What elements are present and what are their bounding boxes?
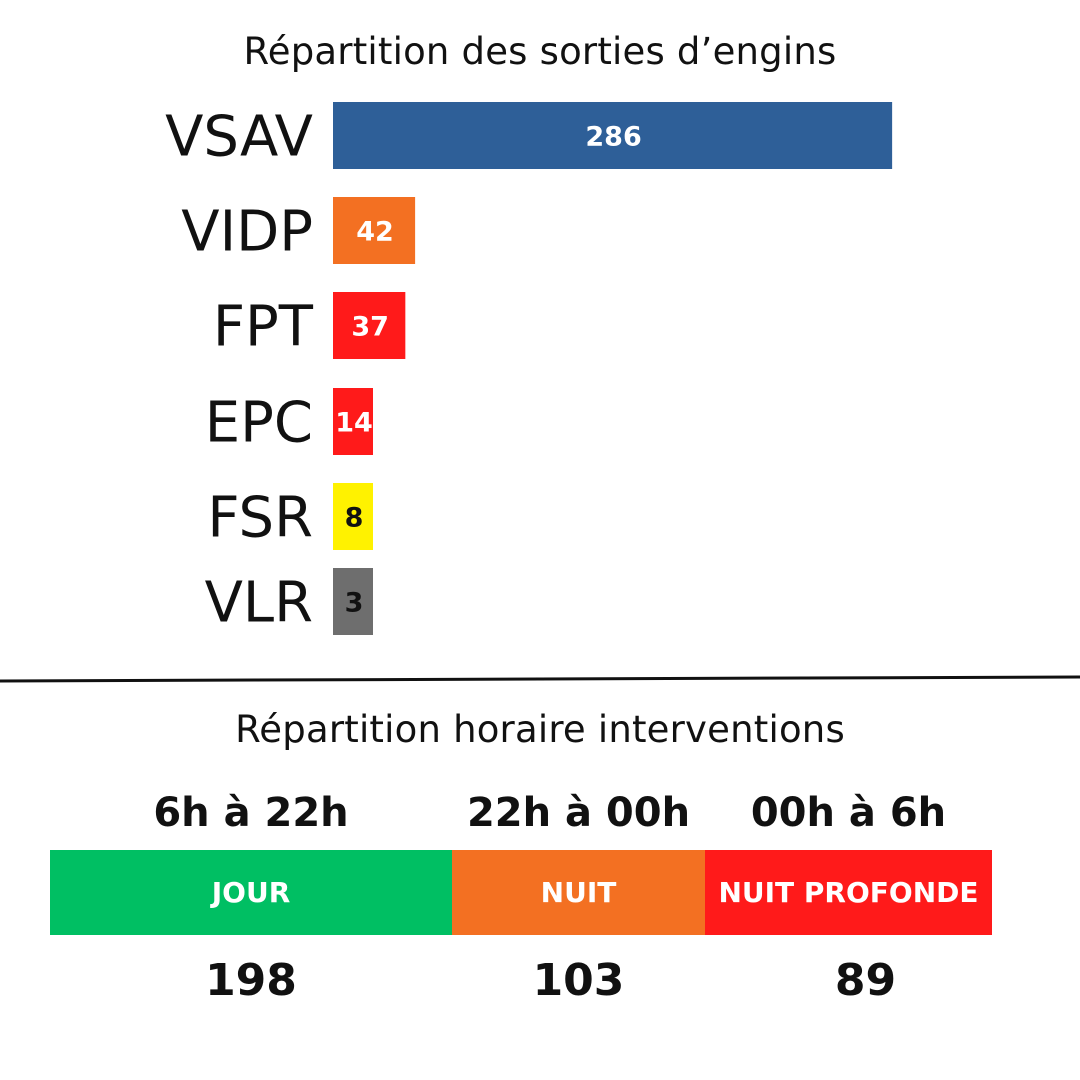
count-jour: 198	[205, 955, 297, 1006]
bar-fsr	[333, 483, 373, 550]
period-label-deep-night: 00h à 6h	[750, 790, 947, 836]
value-label-fsr: 8	[345, 503, 364, 534]
count-nuit: 103	[532, 955, 625, 1006]
chart-title-engines: Répartition des sorties d’engins	[243, 30, 837, 73]
bar-vlr	[333, 568, 373, 635]
category-label-vlr: VLR	[205, 571, 313, 636]
value-label-vlr: 3	[345, 588, 364, 619]
bar-fpt	[333, 292, 406, 359]
period-label-night: 22h à 00h	[466, 790, 691, 836]
value-label-epc: 14	[335, 408, 373, 439]
value-label-vsav: 286	[585, 122, 641, 153]
value-label-vidp: 42	[356, 217, 394, 248]
category-label-vidp: VIDP	[181, 200, 313, 265]
category-label-fsr: FSR	[207, 486, 313, 551]
count-nuit-profonde: 89	[834, 955, 897, 1006]
category-label-fpt: FPT	[213, 295, 314, 360]
segment-nuit: NUIT	[452, 850, 705, 935]
segment-jour: JOUR	[50, 850, 452, 935]
engines-bar-chart: VSAV 286 VIDP 42 FPT 37 EPC 14 FSR 8 VLR 3	[165, 102, 893, 636]
period-label-day: 6h à 22h	[153, 790, 349, 836]
category-label-vsav: VSAV	[165, 105, 313, 170]
section-divider	[0, 675, 1080, 683]
bar-vsav	[333, 102, 893, 169]
chart-title-hours: Répartition horaire interventions	[235, 708, 845, 751]
bar-vidp	[333, 197, 416, 264]
segment-nuit-profonde: NUIT PROFONDE	[705, 850, 992, 935]
bar-epc	[333, 388, 373, 455]
category-label-epc: EPC	[205, 391, 313, 456]
value-label-fpt: 37	[351, 312, 389, 343]
